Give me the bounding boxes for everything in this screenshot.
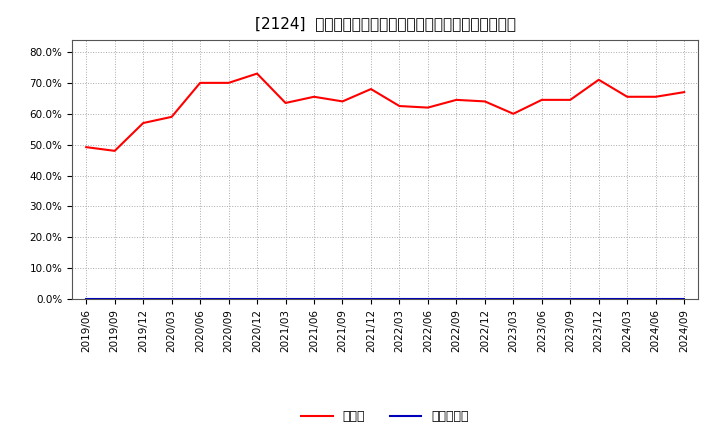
現預金 [338, 99, 347, 104]
有利子負債 [196, 296, 204, 301]
現預金 [167, 114, 176, 120]
有利子負債 [480, 296, 489, 301]
有利子負債 [452, 296, 461, 301]
現預金 [196, 80, 204, 85]
現預金 [595, 77, 603, 82]
現預金 [452, 97, 461, 103]
現預金 [480, 99, 489, 104]
現預金 [110, 148, 119, 154]
Title: [2124]  現預金、有利子負債の総資産に対する比率の推移: [2124] 現預金、有利子負債の総資産に対する比率の推移 [255, 16, 516, 32]
有利子負債 [509, 296, 518, 301]
現預金 [423, 105, 432, 110]
現預金 [623, 94, 631, 99]
Legend: 現預金, 有利子負債: 現預金, 有利子負債 [297, 405, 474, 428]
現預金 [253, 71, 261, 76]
有利子負債 [623, 296, 631, 301]
現預金 [566, 97, 575, 103]
有利子負債 [338, 296, 347, 301]
有利子負債 [139, 296, 148, 301]
現預金 [139, 121, 148, 126]
有利子負債 [595, 296, 603, 301]
現預金 [509, 111, 518, 117]
現預金 [395, 103, 404, 109]
有利子負債 [282, 296, 290, 301]
有利子負債 [366, 296, 375, 301]
有利子負債 [110, 296, 119, 301]
有利子負債 [652, 296, 660, 301]
現預金 [652, 94, 660, 99]
現預金 [282, 100, 290, 106]
現預金 [82, 144, 91, 150]
現預金 [310, 94, 318, 99]
現預金 [680, 89, 688, 95]
有利子負債 [225, 296, 233, 301]
有利子負債 [566, 296, 575, 301]
現預金 [366, 86, 375, 92]
有利子負債 [680, 296, 688, 301]
Line: 現預金: 現預金 [86, 73, 684, 151]
有利子負債 [537, 296, 546, 301]
有利子負債 [253, 296, 261, 301]
有利子負債 [310, 296, 318, 301]
現預金 [225, 80, 233, 85]
有利子負債 [82, 296, 91, 301]
有利子負債 [167, 296, 176, 301]
現預金 [537, 97, 546, 103]
有利子負債 [395, 296, 404, 301]
有利子負債 [423, 296, 432, 301]
